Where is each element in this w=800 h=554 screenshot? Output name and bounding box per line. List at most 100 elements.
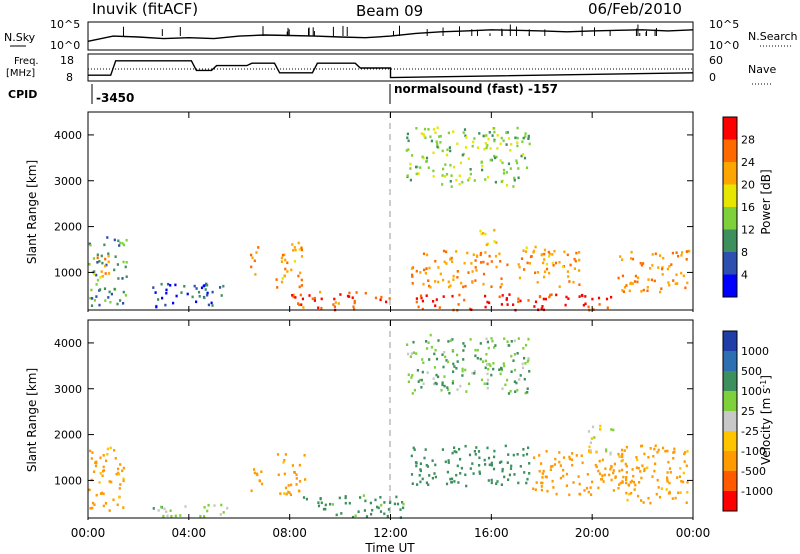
power-cell: [467, 271, 470, 274]
power-cell: [439, 134, 442, 138]
power-cell: [522, 249, 525, 252]
velocity-cell: [568, 457, 571, 461]
power-cell: [462, 285, 465, 289]
velocity-cell: [443, 384, 446, 388]
velocity-colorbar-tick: 100: [741, 385, 762, 398]
power-y-axis: 1000 2000 3000 4000: [54, 129, 693, 279]
xtick-label: 12:00: [373, 526, 408, 540]
power-cell: [301, 297, 304, 301]
power-cell: [468, 176, 471, 180]
power-cell: [300, 278, 303, 282]
power-cell: [605, 297, 609, 301]
velocity-cell: [477, 450, 481, 453]
power-cell: [444, 163, 447, 166]
velocity-cell: [203, 506, 206, 509]
velocity-colorbar-tick: -500: [741, 465, 766, 478]
velocity-cell: [415, 464, 418, 468]
power-cell: [685, 258, 688, 261]
velocity-cell: [666, 478, 669, 482]
velocity-cell: [625, 478, 628, 481]
power-cell: [415, 269, 418, 273]
power-cell: [629, 282, 632, 286]
power-cell: [113, 268, 116, 272]
velocity-cell: [501, 469, 504, 473]
velocity-cell: [461, 367, 464, 371]
velocity-cell: [455, 473, 458, 477]
velocity-cell: [490, 373, 493, 377]
power-cell: [405, 149, 408, 152]
power-cell: [457, 303, 460, 306]
velocity-cell: [451, 381, 454, 385]
velocity-cell: [109, 446, 112, 450]
power-cell: [686, 281, 689, 285]
velocity-cell: [419, 469, 422, 473]
velocity-cell: [503, 364, 506, 368]
power-cell: [547, 255, 551, 258]
velocity-cell: [522, 454, 525, 457]
power-cell: [172, 301, 175, 305]
velocity-cell: [588, 445, 591, 449]
velocity-cell: [407, 373, 410, 376]
velocity-cell: [490, 337, 493, 340]
power-cell: [117, 277, 120, 280]
velocity-cell: [450, 481, 453, 484]
velocity-cell: [540, 488, 543, 492]
velocity-cell: [93, 503, 96, 506]
velocity-cell: [510, 340, 513, 343]
velocity-cell: [521, 362, 524, 366]
power-cell: [220, 294, 223, 297]
power-cell: [491, 134, 494, 137]
power-cell: [680, 271, 683, 275]
velocity-cell: [643, 467, 646, 471]
velocity-cell: [459, 384, 462, 388]
velocity-cell: [412, 446, 415, 450]
power-cell: [450, 256, 453, 260]
power-cell: [536, 281, 539, 284]
velocity-cell: [93, 470, 96, 473]
velocity-cell: [570, 458, 574, 462]
velocity-cell: [625, 476, 628, 479]
velocity-cell: [331, 503, 334, 506]
velocity-cell: [260, 482, 264, 486]
power-cell: [298, 303, 301, 307]
velocity-cell: [433, 352, 436, 356]
velocity-cell: [632, 474, 635, 478]
power-cell: [516, 126, 519, 130]
power-cell: [489, 158, 492, 162]
velocity-cell: [338, 496, 341, 500]
power-cell: [502, 139, 505, 143]
power-cell: [297, 302, 300, 305]
power-cell: [684, 286, 687, 290]
power-cell: [452, 278, 455, 281]
velocity-cell: [98, 481, 101, 484]
power-cell: [471, 281, 474, 284]
power-cell: [688, 249, 691, 253]
power-cell: [95, 283, 98, 286]
power-cell: [449, 149, 452, 153]
power-cell: [676, 282, 679, 285]
power-cell: [639, 261, 642, 265]
velocity-cell: [102, 465, 105, 469]
velocity-cell: [432, 377, 435, 380]
velocity-cell: [115, 472, 118, 476]
power-colorbar-tick: 12: [741, 224, 755, 237]
power-cell: [525, 250, 528, 253]
velocity-cell: [476, 356, 479, 360]
velocity-colorbar: 1000 500 100 25 -25 -100 -500 -1000: [722, 330, 773, 512]
power-cell: [578, 283, 581, 286]
velocity-cell: [545, 450, 548, 453]
power-cell: [174, 283, 177, 287]
power-cell: [430, 139, 433, 143]
power-cell: [96, 261, 99, 264]
velocity-cell: [672, 451, 675, 454]
velocity-cell: [165, 510, 168, 513]
velocity-cell: [568, 455, 571, 459]
power-cell: [425, 160, 428, 163]
velocity-cell: [599, 424, 602, 428]
velocity-cell: [283, 459, 286, 462]
power-cell: [526, 261, 529, 265]
power-cell: [406, 136, 409, 140]
power-cell: [521, 140, 524, 143]
xtick-label: 00:00: [71, 526, 106, 540]
velocity-cell: [504, 444, 507, 448]
